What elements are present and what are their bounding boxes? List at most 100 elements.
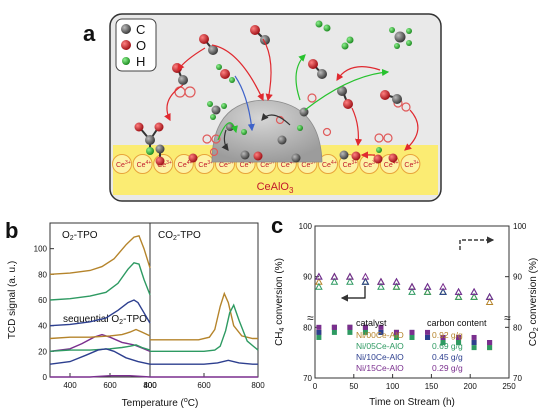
ch4-data-point: [425, 329, 431, 335]
co2-data-point: [361, 272, 370, 280]
c-ytick-left-label: 80: [303, 323, 312, 332]
co2-data-point: [330, 272, 339, 280]
legend-catalyst-name: Ni/15Ce-AlO: [356, 363, 404, 373]
panel-b-tpo-chart: b O2-TPO CO2-TPO sequential O2-TPO 02040…: [5, 218, 265, 409]
b-xtick-left-label: 800: [143, 381, 157, 390]
c-xtick-label: 100: [386, 382, 400, 391]
ch4-data-point: [331, 329, 337, 335]
co2-data-point: [315, 282, 323, 290]
b-xtick-right-label: 400: [143, 381, 157, 390]
o2-tpo-curve: [50, 375, 151, 378]
co2-data-point: [485, 292, 494, 300]
co2-axis-pointer: [459, 236, 495, 250]
co2-tpo-title: CO2-TPO: [158, 230, 201, 242]
ch4-data-point: [425, 334, 431, 340]
co2-data-point: [454, 292, 463, 300]
surface-oxygen: [253, 151, 263, 161]
ch4-data-point: [487, 345, 493, 351]
surface-carbon: [240, 150, 250, 160]
surface-carbon: [339, 150, 349, 160]
cerium-ion-label: Ce3+: [260, 160, 275, 169]
co2-data-point: [454, 287, 463, 295]
b-ytick-label: 80: [38, 270, 47, 279]
co-molecule: [380, 90, 402, 104]
ch4-data-point: [440, 334, 446, 340]
surface-co-left: [155, 144, 165, 166]
co2-data-point: [315, 272, 323, 280]
co2-data-point: [439, 282, 447, 290]
ch4-data-point: [331, 324, 337, 330]
c-ytick-left-label: 100: [299, 222, 313, 231]
cerium-ion-label: Ce3+: [301, 160, 316, 169]
panel-c-label: c: [271, 213, 283, 238]
b-ylabel: TCD signal (a. u.): [7, 261, 18, 339]
right-axis-break: ≈: [504, 311, 511, 325]
nickel-particle: [211, 99, 323, 163]
co2-data-point: [377, 282, 385, 290]
cerium-ion-label: Ce4+: [137, 160, 152, 169]
o2-tpo-curve: [49, 348, 151, 365]
oxygen-atom-icon: [121, 40, 131, 50]
o2-tpo-curve: [49, 328, 151, 340]
c-ytick-right-label: 70: [513, 374, 522, 383]
panel-c-data-points: [315, 272, 494, 351]
ch4-data-point: [456, 334, 462, 340]
b-ytick-label: 40: [38, 322, 47, 331]
c-ytick-right-label: 80: [513, 323, 522, 332]
legend-hydrogen-label: H: [136, 54, 145, 69]
h2-molecule: [315, 20, 331, 32]
cerium-ion: [132, 154, 153, 174]
ch4-data-point: [471, 345, 477, 351]
c-xtick-label: 250: [502, 382, 516, 391]
cerium-ion: [318, 154, 338, 174]
ch4-data-point: [456, 340, 462, 346]
legend-title-carbon: carbon content: [427, 318, 487, 328]
cerium-ion-label: Ce4+: [178, 160, 193, 169]
hydrogen-atom-icon: [122, 57, 130, 65]
cerium-ion-label: Ce4+: [281, 160, 296, 169]
ch4-data-point: [440, 340, 446, 346]
ch4-data-point: [409, 329, 415, 335]
cerium-ion-label: Ce4+: [384, 160, 399, 169]
co-molecule: [199, 34, 218, 55]
ch4-data-point: [471, 334, 477, 340]
ch4-data-point: [393, 334, 399, 340]
ch4-data-point: [409, 334, 415, 340]
surface-species: [155, 107, 398, 166]
surface-oxygen: [388, 153, 398, 163]
legend-oxygen-label: O: [136, 38, 146, 53]
o2-tpo-curve: [49, 262, 151, 301]
substrate-label: CeAlO3: [257, 181, 294, 195]
co2-data-point: [485, 297, 494, 305]
surface-oxygen: [188, 153, 198, 163]
co2-data-point: [439, 287, 447, 295]
legend-catalyst-name: Ni/00Ce-AlO: [356, 330, 404, 340]
legend-carbon-content: 0.45 g/g: [432, 352, 463, 362]
co-molecule: [308, 59, 327, 79]
legend-carbon-content: 0.29 g/g: [432, 363, 463, 373]
o2-tpo-curve: [49, 234, 151, 275]
c-ytick-right-label: 100: [513, 222, 527, 231]
c-xtick-label: 200: [464, 382, 478, 391]
surface-hydroxyl: [373, 147, 383, 164]
b-xtick-right-label: 800: [251, 381, 265, 390]
co2-data-point: [423, 282, 432, 290]
legend-carbon-content: 0.69 g/g: [432, 341, 463, 351]
cerium-ion-label: Ce3+: [363, 160, 378, 169]
legend-title-catalyst: catalyst: [356, 318, 387, 328]
adsorbed-hydrogen: [297, 125, 303, 131]
b-xlabel: Temperature (oC): [122, 397, 199, 409]
b-ytick-label: 0: [43, 373, 48, 382]
co2-data-point: [470, 292, 478, 300]
co2-data-point: [377, 277, 385, 285]
co2-data-point: [470, 287, 478, 295]
co-molecule: [337, 86, 353, 109]
legend-carbon-label: C: [136, 22, 145, 37]
carbon-atom-icon: [121, 24, 131, 34]
c-ylabel-right: CO2 conversion (%): [528, 258, 540, 346]
panel-a-schematic: a C O H Ce3+ Ce4+ Ce3+ Ce4+ Ce3+ Ce3+ Ce4+ Ce3+…: [83, 13, 442, 202]
cerium-ion: [194, 154, 215, 174]
